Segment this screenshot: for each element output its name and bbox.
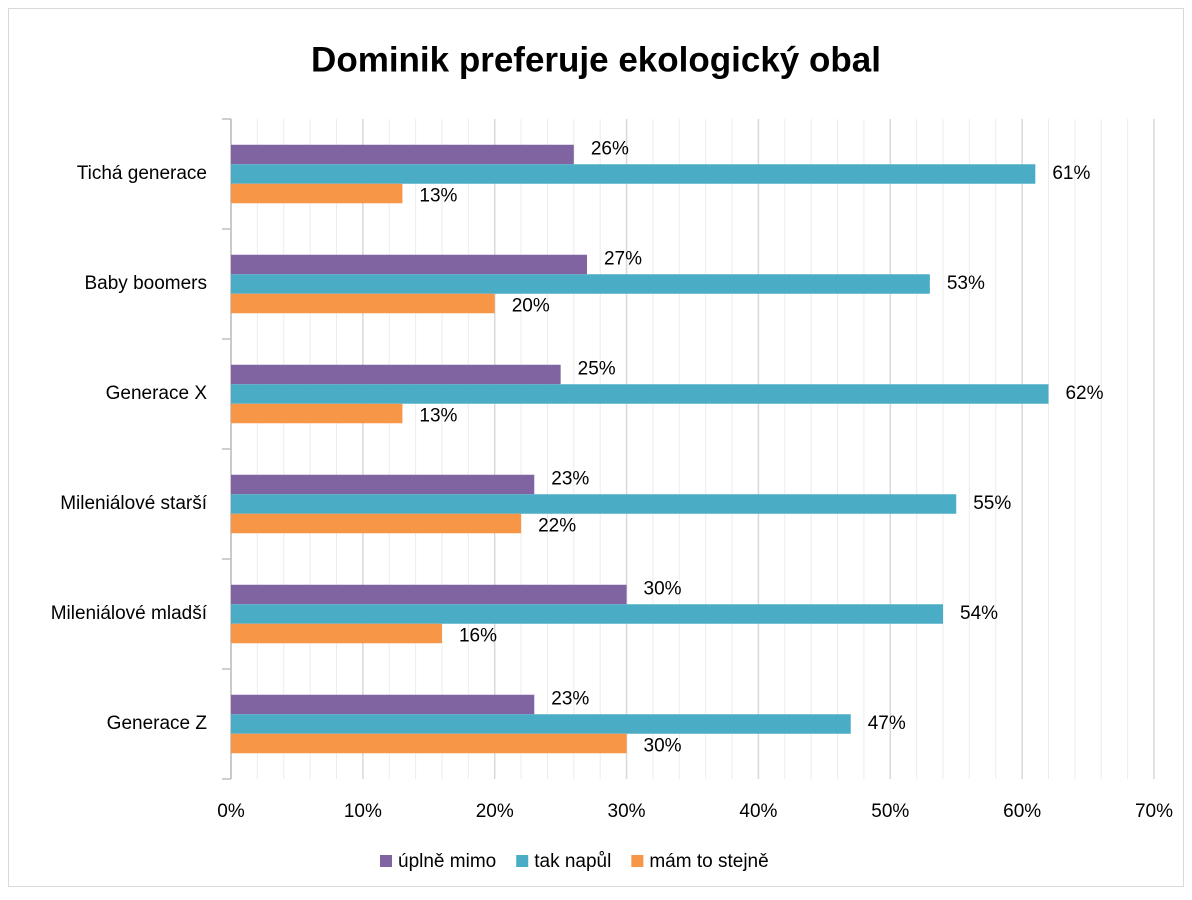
bar <box>231 494 957 514</box>
legend-label: úplně mimo <box>398 851 496 872</box>
y-tick-label: Tichá generace <box>77 163 207 184</box>
data-label: 23% <box>551 689 589 710</box>
x-tick-label: 50% <box>871 801 909 822</box>
data-label: 16% <box>459 626 497 647</box>
y-tick-label: Baby boomers <box>84 273 207 294</box>
y-tick-label: Generace X <box>106 383 208 404</box>
data-label: 22% <box>538 516 576 537</box>
legend-label: mám to stejně <box>649 851 768 872</box>
data-label: 13% <box>419 186 457 207</box>
legend-swatch <box>516 855 529 867</box>
data-label: 54% <box>960 603 998 624</box>
data-label: 47% <box>868 713 906 734</box>
data-label: 55% <box>973 493 1011 514</box>
bar <box>231 384 1049 404</box>
x-tick-label: 40% <box>739 801 777 822</box>
x-tick-label: 30% <box>608 801 646 822</box>
bar <box>231 183 403 204</box>
data-label: 25% <box>578 359 616 380</box>
x-tick-label: 60% <box>1003 801 1041 822</box>
data-label: 13% <box>419 406 457 427</box>
bar <box>231 164 1036 184</box>
y-tick-label: Generace Z <box>107 713 208 734</box>
bar <box>231 274 930 294</box>
x-tick-label: 10% <box>344 801 382 822</box>
data-label: 61% <box>1052 163 1090 184</box>
x-tick-label: 0% <box>217 801 245 822</box>
data-label: 26% <box>591 139 629 160</box>
y-tick-label: Mileniálové starší <box>60 493 207 514</box>
data-label: 30% <box>644 579 682 600</box>
bar <box>231 733 627 754</box>
bar <box>231 623 442 644</box>
bar <box>231 474 535 495</box>
bar <box>231 364 561 385</box>
x-tick-label: 70% <box>1135 801 1173 822</box>
data-label: 20% <box>512 296 550 317</box>
chart-title: Dominik preferuje ekologický obal <box>311 40 881 79</box>
data-label: 23% <box>551 469 589 490</box>
bar <box>231 513 522 534</box>
data-label: 62% <box>1065 383 1103 404</box>
data-label: 30% <box>644 736 682 757</box>
bar <box>231 403 403 424</box>
bar <box>231 604 944 624</box>
y-tick-label: Mileniálové mladší <box>51 603 208 624</box>
legend-label: tak napůl <box>534 851 611 872</box>
legend-swatch <box>631 855 644 867</box>
bar <box>231 293 495 314</box>
bar <box>231 144 574 165</box>
x-tick-label: 20% <box>476 801 514 822</box>
bar <box>231 254 588 275</box>
bar <box>231 694 535 715</box>
data-label: 53% <box>947 273 985 294</box>
bar <box>231 584 627 605</box>
bar <box>231 714 851 734</box>
legend-swatch <box>380 855 392 867</box>
data-label: 27% <box>604 249 642 270</box>
